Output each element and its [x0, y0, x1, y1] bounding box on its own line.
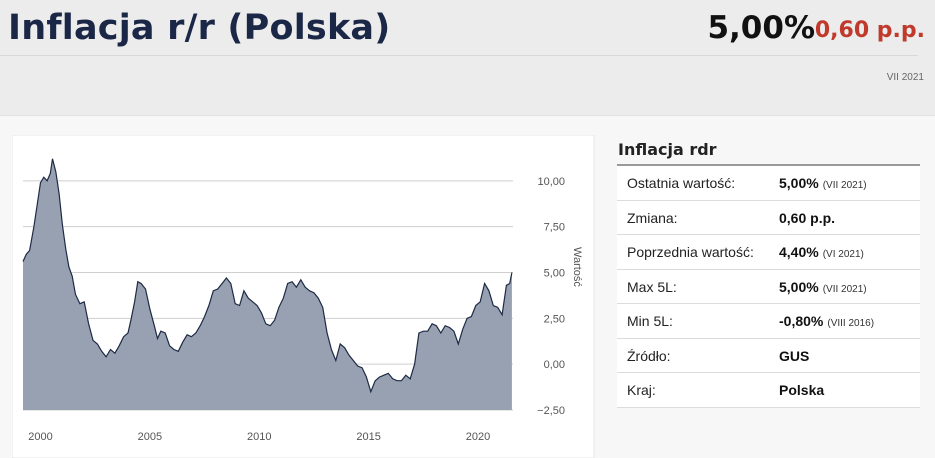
x-tick-label: 2015	[356, 431, 380, 443]
chart-svg[interactable]: 10,007,505,002,500,00−2,50 2000 2005 2010 2…	[12, 135, 602, 458]
row-label: Źródło:	[627, 347, 671, 364]
row-value-text: 4,40%	[779, 244, 819, 260]
y-axis-label: Wartość	[571, 247, 583, 287]
row-value-date: (VII 2021)	[822, 180, 867, 191]
x-tick-label: 2010	[247, 431, 271, 443]
row-value-text: 0,60 p.p.	[779, 209, 836, 226]
table-row: Kraj: Polska	[617, 373, 920, 408]
row-label: Poprzednia wartość:	[627, 244, 754, 260]
row-label: Min 5L:	[627, 313, 673, 329]
header-divider	[0, 55, 918, 56]
x-tick-labels: 2000 2005 2010 2015 2020	[28, 431, 490, 443]
row-value: Polska	[779, 382, 824, 398]
row-value: -0,80% (VIII 2016)	[779, 313, 874, 329]
row-value-date: (VI 2021)	[822, 249, 864, 260]
inflation-area[interactable]	[23, 158, 512, 410]
inflation-chart[interactable]: 10,00 7,50 5,00 2,50 0,00 −2,50 2000 2005 2010 2…	[12, 135, 602, 458]
info-table: Ostatnia wartość: 5,00% (VII 2021) Zmiana: 0…	[617, 166, 920, 408]
row-value-text: GUS	[779, 347, 810, 364]
page-title: Inflacja r/r (Polska)	[8, 8, 391, 48]
table-row: Max 5L: 5,00% (VII 2021)	[617, 269, 920, 304]
inflation-line[interactable]	[22, 158, 513, 394]
row-value: 5,00% (VII 2021)	[779, 279, 867, 295]
y-tick-label: −2,50	[537, 405, 565, 417]
row-label: Ostatnia wartość:	[627, 175, 736, 191]
info-table-divider	[617, 164, 920, 166]
value-date: VII 2021	[886, 72, 924, 83]
y-tick-label: 0,00	[544, 359, 565, 371]
row-value: GUS	[779, 348, 809, 364]
row-value: 5,00% (VII 2021)	[779, 175, 867, 191]
y-tick-label: 5,00	[544, 268, 565, 280]
x-tick-label: 2000	[28, 431, 52, 443]
x-tick-label: 2005	[138, 431, 162, 443]
y-tick-label: 10,00	[537, 176, 565, 188]
table-row: Ostatnia wartość: 5,00% (VII 2021)	[617, 166, 920, 201]
row-value-text: 5,00%	[779, 175, 819, 191]
header: Inflacja r/r (Polska) 5,00% 0,60 p.p. VI…	[0, 0, 935, 95]
current-value: 5,00%	[707, 10, 815, 46]
row-label: Kraj:	[627, 382, 656, 398]
value-change: 0,60 p.p.	[814, 18, 925, 43]
row-label: Max 5L:	[627, 278, 677, 295]
table-row: Poprzednia wartość: 4,40% (VI 2021)	[617, 235, 920, 270]
info-table-title: Inflacja rdr	[618, 140, 717, 159]
table-row: Min 5L: -0,80% (VIII 2016)	[617, 304, 920, 339]
row-value-date: (VIII 2016)	[827, 318, 875, 329]
row-value-date: (VII 2021)	[822, 283, 867, 295]
table-row: Zmiana: 0,60 p.p.	[617, 200, 920, 235]
y-tick-labels: 10,00 7,50 5,00 2,50 0,00 −2,50	[537, 176, 565, 417]
row-value: 0,60 p.p.	[779, 210, 835, 226]
row-label: Zmiana:	[627, 209, 678, 226]
row-value-text: Polska	[779, 382, 825, 398]
y-tick-label: 2,50	[544, 313, 565, 325]
x-tick-label: 2020	[466, 431, 490, 443]
table-row: Źródło: GUS	[617, 338, 920, 373]
row-value-text: -0,80%	[779, 313, 824, 329]
row-value-text: 5,00%	[779, 278, 819, 295]
y-tick-label: 7,50	[544, 222, 565, 234]
row-value: 4,40% (VI 2021)	[779, 244, 864, 260]
